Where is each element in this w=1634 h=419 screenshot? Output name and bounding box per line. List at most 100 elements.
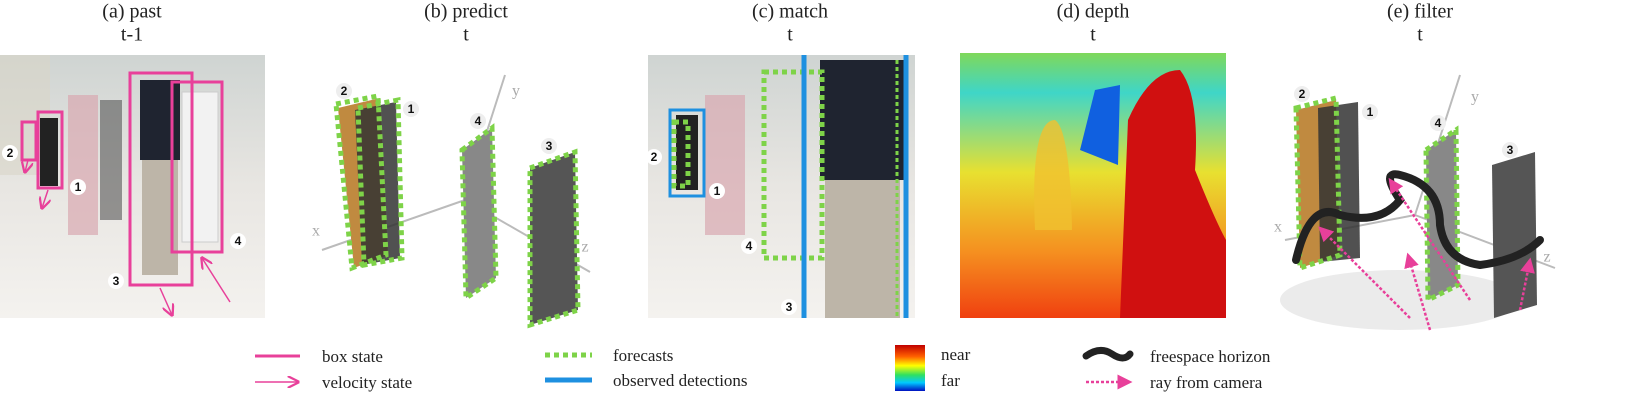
legend-label: ray from camera xyxy=(1150,373,1263,392)
panel-match: 2 1 4 3 xyxy=(646,55,915,318)
id-badge xyxy=(1502,142,1518,158)
id-badge xyxy=(470,113,486,129)
legend-label: box state xyxy=(322,347,383,366)
velocity xyxy=(159,287,172,315)
id-label: 4 xyxy=(235,234,242,248)
id-badge xyxy=(2,145,18,161)
id-badge xyxy=(403,101,419,117)
ray xyxy=(1404,252,1432,331)
id-label: 1 xyxy=(75,180,82,194)
forecast xyxy=(333,93,389,272)
slice xyxy=(1318,102,1360,262)
panel-time: t xyxy=(463,24,469,46)
id-badge xyxy=(1362,104,1378,120)
panel-filter: x y z 2 1 4 3 xyxy=(1274,74,1556,331)
id-badge xyxy=(781,299,797,315)
panel-title: (b) predict xyxy=(424,1,508,23)
id-badge xyxy=(230,233,246,249)
legend-label: velocity state xyxy=(322,373,412,392)
id-badge xyxy=(1430,115,1446,131)
legend-swatch xyxy=(1082,347,1134,362)
ray xyxy=(1318,226,1411,319)
box-state xyxy=(170,80,224,254)
forecast xyxy=(1423,125,1461,305)
ray xyxy=(1518,257,1535,311)
axis-label: x xyxy=(312,223,320,240)
pedestrian xyxy=(40,118,58,186)
legend-label: near xyxy=(941,345,971,364)
panel-title: (a) past xyxy=(102,1,162,23)
box-state xyxy=(36,110,64,190)
pedestrian xyxy=(100,100,122,220)
id-label: 3 xyxy=(113,274,120,288)
depth-blob xyxy=(1080,85,1120,165)
id-label: 3 xyxy=(1507,143,1514,157)
forecast xyxy=(761,69,825,261)
id-badge xyxy=(70,179,86,195)
velocity xyxy=(202,258,231,303)
legend-label: far xyxy=(941,371,960,390)
id-badge xyxy=(1294,86,1310,102)
id-label: 2 xyxy=(7,146,14,160)
pedestrian xyxy=(825,180,900,318)
slice xyxy=(355,102,400,265)
id-label: 3 xyxy=(786,300,793,314)
axis-label: z xyxy=(581,239,588,256)
depth-blob xyxy=(1120,70,1226,318)
legend-label: freespace horizon xyxy=(1150,347,1271,366)
axis-label: y xyxy=(512,83,520,100)
id-label: 1 xyxy=(408,102,415,116)
depth-blob xyxy=(1034,120,1072,230)
pedestrian xyxy=(705,95,745,235)
panel-title: (e) filter xyxy=(1387,1,1453,23)
slice xyxy=(462,128,496,298)
id-label: 1 xyxy=(714,184,721,198)
titles: (a) past t-1 (b) predict t (c) match t (… xyxy=(102,1,1453,46)
id-label: 1 xyxy=(1367,105,1374,119)
id-label: 2 xyxy=(341,84,348,98)
panel-time: t xyxy=(787,24,793,46)
forecast xyxy=(527,148,581,329)
pedestrian xyxy=(820,60,905,180)
box-state xyxy=(128,71,194,287)
axis-label: z xyxy=(1543,249,1550,266)
panel-depth xyxy=(960,53,1226,318)
velocity xyxy=(42,189,48,208)
id-label: 3 xyxy=(546,139,553,153)
id-label: 2 xyxy=(651,150,658,164)
shadow xyxy=(1280,270,1520,330)
slice xyxy=(530,152,578,325)
id-badge xyxy=(541,138,557,154)
box-state xyxy=(20,120,38,162)
forecast xyxy=(1293,94,1343,272)
velocity xyxy=(25,159,28,172)
id-badge xyxy=(336,83,352,99)
legend-label: forecasts xyxy=(613,346,673,365)
legend-label: observed detections xyxy=(613,371,748,390)
legend: box state velocity state forecasts obser… xyxy=(255,345,1271,392)
axis-label: x xyxy=(1274,219,1282,236)
panel-title: (d) depth xyxy=(1057,1,1130,23)
panel-time: t xyxy=(1417,24,1423,46)
pedestrian xyxy=(181,91,219,243)
panel-past: 2 1 3 4 xyxy=(0,55,265,318)
id-badge xyxy=(108,273,124,289)
id-label: 2 xyxy=(1299,87,1306,101)
panel-title: (c) match xyxy=(752,1,828,23)
ray xyxy=(1388,177,1472,301)
slice xyxy=(1492,152,1537,318)
panel-predict: x y z 2 1 4 3 xyxy=(312,74,591,329)
id-badge xyxy=(709,183,725,199)
forecast xyxy=(459,123,499,303)
pedestrian xyxy=(68,95,98,235)
colorbar xyxy=(895,345,925,391)
id-label: 4 xyxy=(746,239,753,253)
detection xyxy=(668,108,706,198)
pedestrian xyxy=(676,115,698,190)
id-label: 4 xyxy=(1435,116,1442,130)
id-badge xyxy=(741,238,757,254)
id-label: 4 xyxy=(475,114,482,128)
panel-time: t xyxy=(1090,24,1096,46)
axis-label: y xyxy=(1471,89,1479,106)
